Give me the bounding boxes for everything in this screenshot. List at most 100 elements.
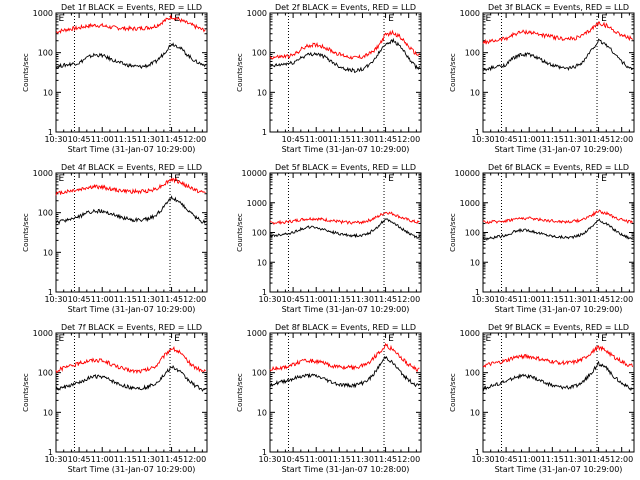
x-tick-label: 11:45 [374, 135, 397, 144]
plot-frame [55, 332, 208, 453]
x-axis-label: Start Time (31-Jan-07 10:29:00) [68, 305, 196, 314]
x-tick-label: 11:00 [305, 135, 328, 144]
x-tick-label: 11:30 [351, 295, 374, 304]
chart-title: Det 1f BLACK = Events, RED = LLD [61, 3, 202, 12]
x-tick-label: 11:00 [518, 295, 541, 304]
event-marker-label: E [174, 174, 180, 184]
y-tick-label: 10 [43, 88, 53, 97]
event-marker-label: E [601, 14, 607, 24]
x-tick-label: 11:00 [518, 455, 541, 464]
plot-frame [55, 12, 208, 133]
series-line-events [482, 218, 633, 241]
series-line-lld [269, 211, 420, 225]
event-marker-label: E [388, 334, 394, 344]
x-tick-label: 11:45 [160, 135, 183, 144]
x-tick-label: 12:00 [397, 455, 420, 464]
event-marker-label: E [59, 14, 65, 24]
x-tick-label: 11:00 [91, 135, 114, 144]
x-tick-label: 12:00 [397, 135, 420, 144]
y-tick-label: 1000 [33, 329, 53, 338]
x-tick-label: 11:45 [160, 455, 183, 464]
x-tick-label: 11:30 [351, 455, 374, 464]
x-tick-label: 11:15 [328, 295, 351, 304]
series-line-events [269, 218, 420, 239]
x-tick-label: 11:15 [328, 135, 351, 144]
x-tick-label: 11:45 [587, 135, 610, 144]
y-tick-label: 100 [38, 209, 53, 218]
y-tick-label: 1 [262, 448, 267, 457]
chart-panel-7: Det 7f BLACK = Events, RED = LLD E E 1 10 100… [22, 323, 208, 474]
y-tick-label: 100 [465, 229, 480, 238]
series-line-lld [482, 344, 633, 368]
x-tick-label: 11:45 [587, 455, 610, 464]
x-tick-label: 11:30 [137, 455, 160, 464]
y-tick-label: 10 [470, 408, 480, 417]
x-tick-label: 10:30 [471, 135, 494, 144]
y-tick-label: 1000 [460, 329, 480, 338]
y-tick-label: 1000 [33, 9, 53, 18]
series-line-events [55, 42, 206, 70]
y-tick-label: 1000 [33, 169, 53, 178]
x-axis-label: Start Time (31-Jan-07 10:29:00) [282, 305, 410, 314]
event-marker-label: E [601, 174, 607, 184]
event-marker-label: E [59, 174, 65, 184]
chart-title: Det 2f BLACK = Events, RED = LLD [275, 3, 416, 12]
x-tick-label: 12:00 [397, 295, 420, 304]
x-tick-label: 11:45 [374, 295, 397, 304]
plot-frame [269, 332, 422, 453]
y-tick-label: 100 [38, 49, 53, 58]
x-tick-label: 10:45 [68, 135, 91, 144]
chart-panel-3: Det 3f BLACK = Events, RED = LLD E E 1 10 100… [449, 3, 635, 154]
series-line-lld [55, 177, 206, 196]
event-marker-label: E [174, 334, 180, 344]
series-line-events [482, 360, 633, 392]
x-tick-label: 12:00 [183, 295, 206, 304]
y-axis-label: Counts/sec [236, 213, 244, 252]
x-tick-label: 10:30 [44, 455, 67, 464]
y-tick-label: 10 [257, 258, 267, 267]
x-tick-label: 12:00 [183, 135, 206, 144]
x-tick-label: 11:15 [114, 295, 137, 304]
y-axis-label: Counts/sec [22, 53, 30, 92]
plot-frame [269, 12, 422, 133]
y-tick-label: 1 [475, 128, 480, 137]
x-tick-label: 11:15 [114, 135, 137, 144]
y-tick-label: 10 [470, 258, 480, 267]
x-tick-label: 11:15 [541, 135, 564, 144]
chart-title: Det 7f BLACK = Events, RED = LLD [61, 323, 202, 332]
x-tick-label: 10:45 [282, 295, 305, 304]
plot-frame [482, 172, 635, 293]
x-tick-label: 11:15 [541, 295, 564, 304]
x-tick-label: 11:00 [91, 455, 114, 464]
x-tick-label: 10:45 [495, 455, 518, 464]
plot-frame [55, 172, 208, 293]
x-tick-label: 11:00 [305, 295, 328, 304]
x-axis-label: Start Time (31-Jan-07 10:29:00) [282, 145, 410, 154]
y-tick-label: 10000 [242, 169, 267, 178]
x-tick-label: 11:30 [137, 135, 160, 144]
series-line-lld [482, 209, 633, 225]
x-axis-label: Start Time (31-Jan-07 10:28:00) [282, 465, 410, 474]
event-marker-label: E [59, 334, 65, 344]
series-line-events [55, 364, 206, 392]
x-axis-label: Start Time (31-Jan-07 10:29:00) [495, 145, 623, 154]
y-axis-label: Counts/sec [236, 373, 244, 412]
x-axis-label: Start Time (31-Jan-07 10:29:00) [495, 305, 623, 314]
chart-title: Det 9f BLACK = Events, RED = LLD [488, 323, 629, 332]
x-tick-label: 11:45 [160, 295, 183, 304]
x-tick-label: 10:30 [44, 135, 67, 144]
y-axis-label: Counts/sec [449, 213, 457, 252]
x-tick-label: 10:45 [68, 295, 91, 304]
plot-frame [482, 12, 635, 133]
x-tick-label: 11:00 [91, 295, 114, 304]
x-tick-label: 12:00 [183, 455, 206, 464]
y-axis-label: Counts/sec [449, 373, 457, 412]
y-tick-label: 10 [43, 408, 53, 417]
x-tick-label: 10:30 [258, 295, 281, 304]
y-tick-label: 10 [257, 408, 267, 417]
y-tick-label: 1 [475, 288, 480, 297]
x-tick-label: 10:30 [471, 295, 494, 304]
y-tick-label: 1000 [460, 9, 480, 18]
y-tick-label: 100 [465, 369, 480, 378]
